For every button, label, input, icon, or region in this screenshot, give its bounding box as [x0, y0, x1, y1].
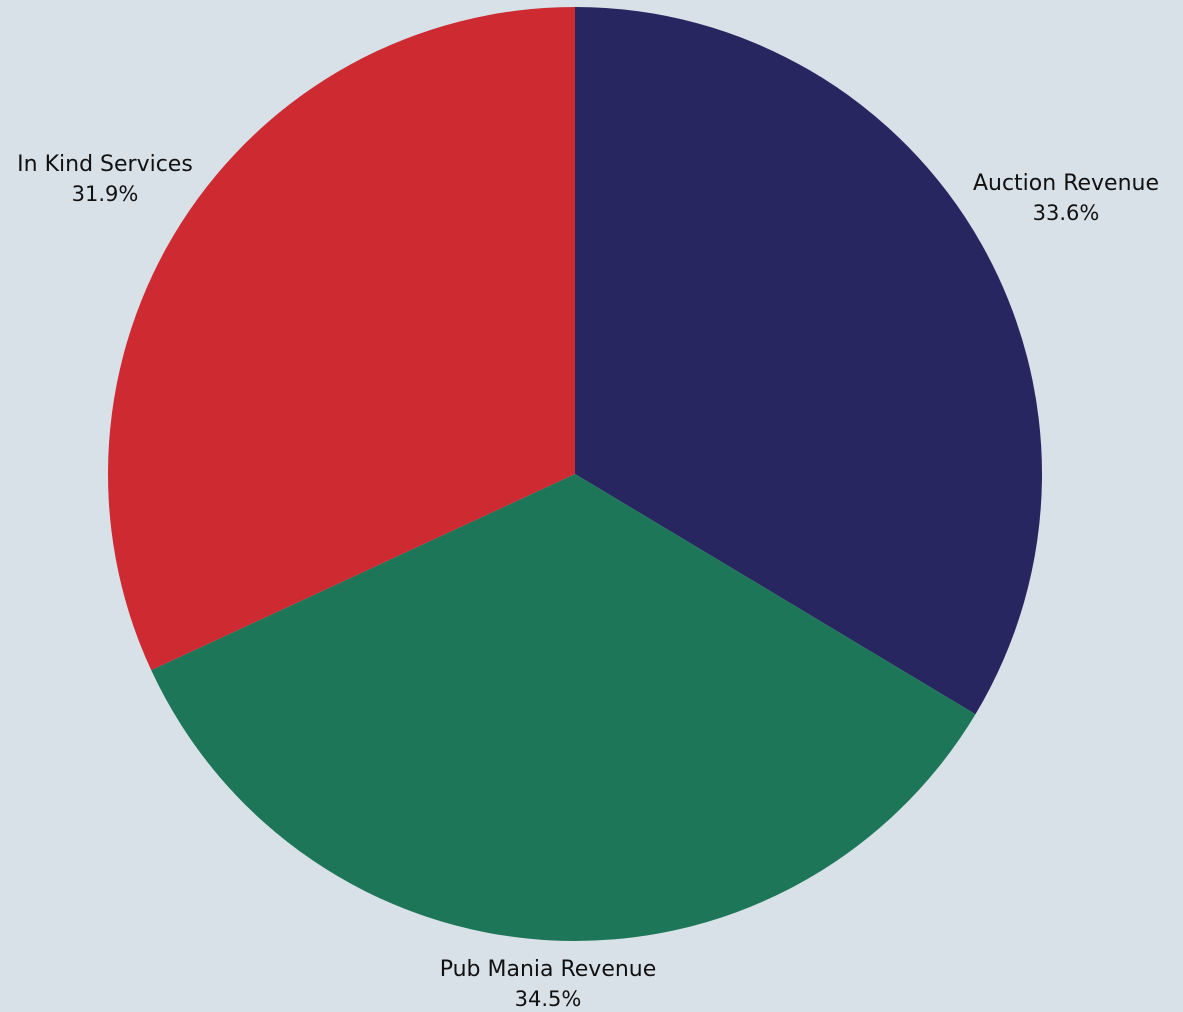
slice-percent-label: 31.9%	[72, 182, 139, 206]
slice-percent-label: 33.6%	[1033, 201, 1100, 225]
slice-label: In Kind Services	[17, 152, 193, 177]
slice-percent-label: 34.5%	[515, 987, 582, 1011]
pie-slices	[107, 7, 1042, 941]
slice-label: Auction Revenue	[973, 171, 1159, 196]
pie-slice-in-kind-services	[107, 7, 576, 671]
pie-labels: Auction Revenue 33.6% Pub Mania Revenue 34.…	[17, 152, 1159, 1011]
pie-slice-pub-mania-revenue	[151, 474, 976, 941]
slice-label: Pub Mania Revenue	[440, 957, 657, 982]
pie-slice-auction-revenue	[575, 7, 1042, 715]
